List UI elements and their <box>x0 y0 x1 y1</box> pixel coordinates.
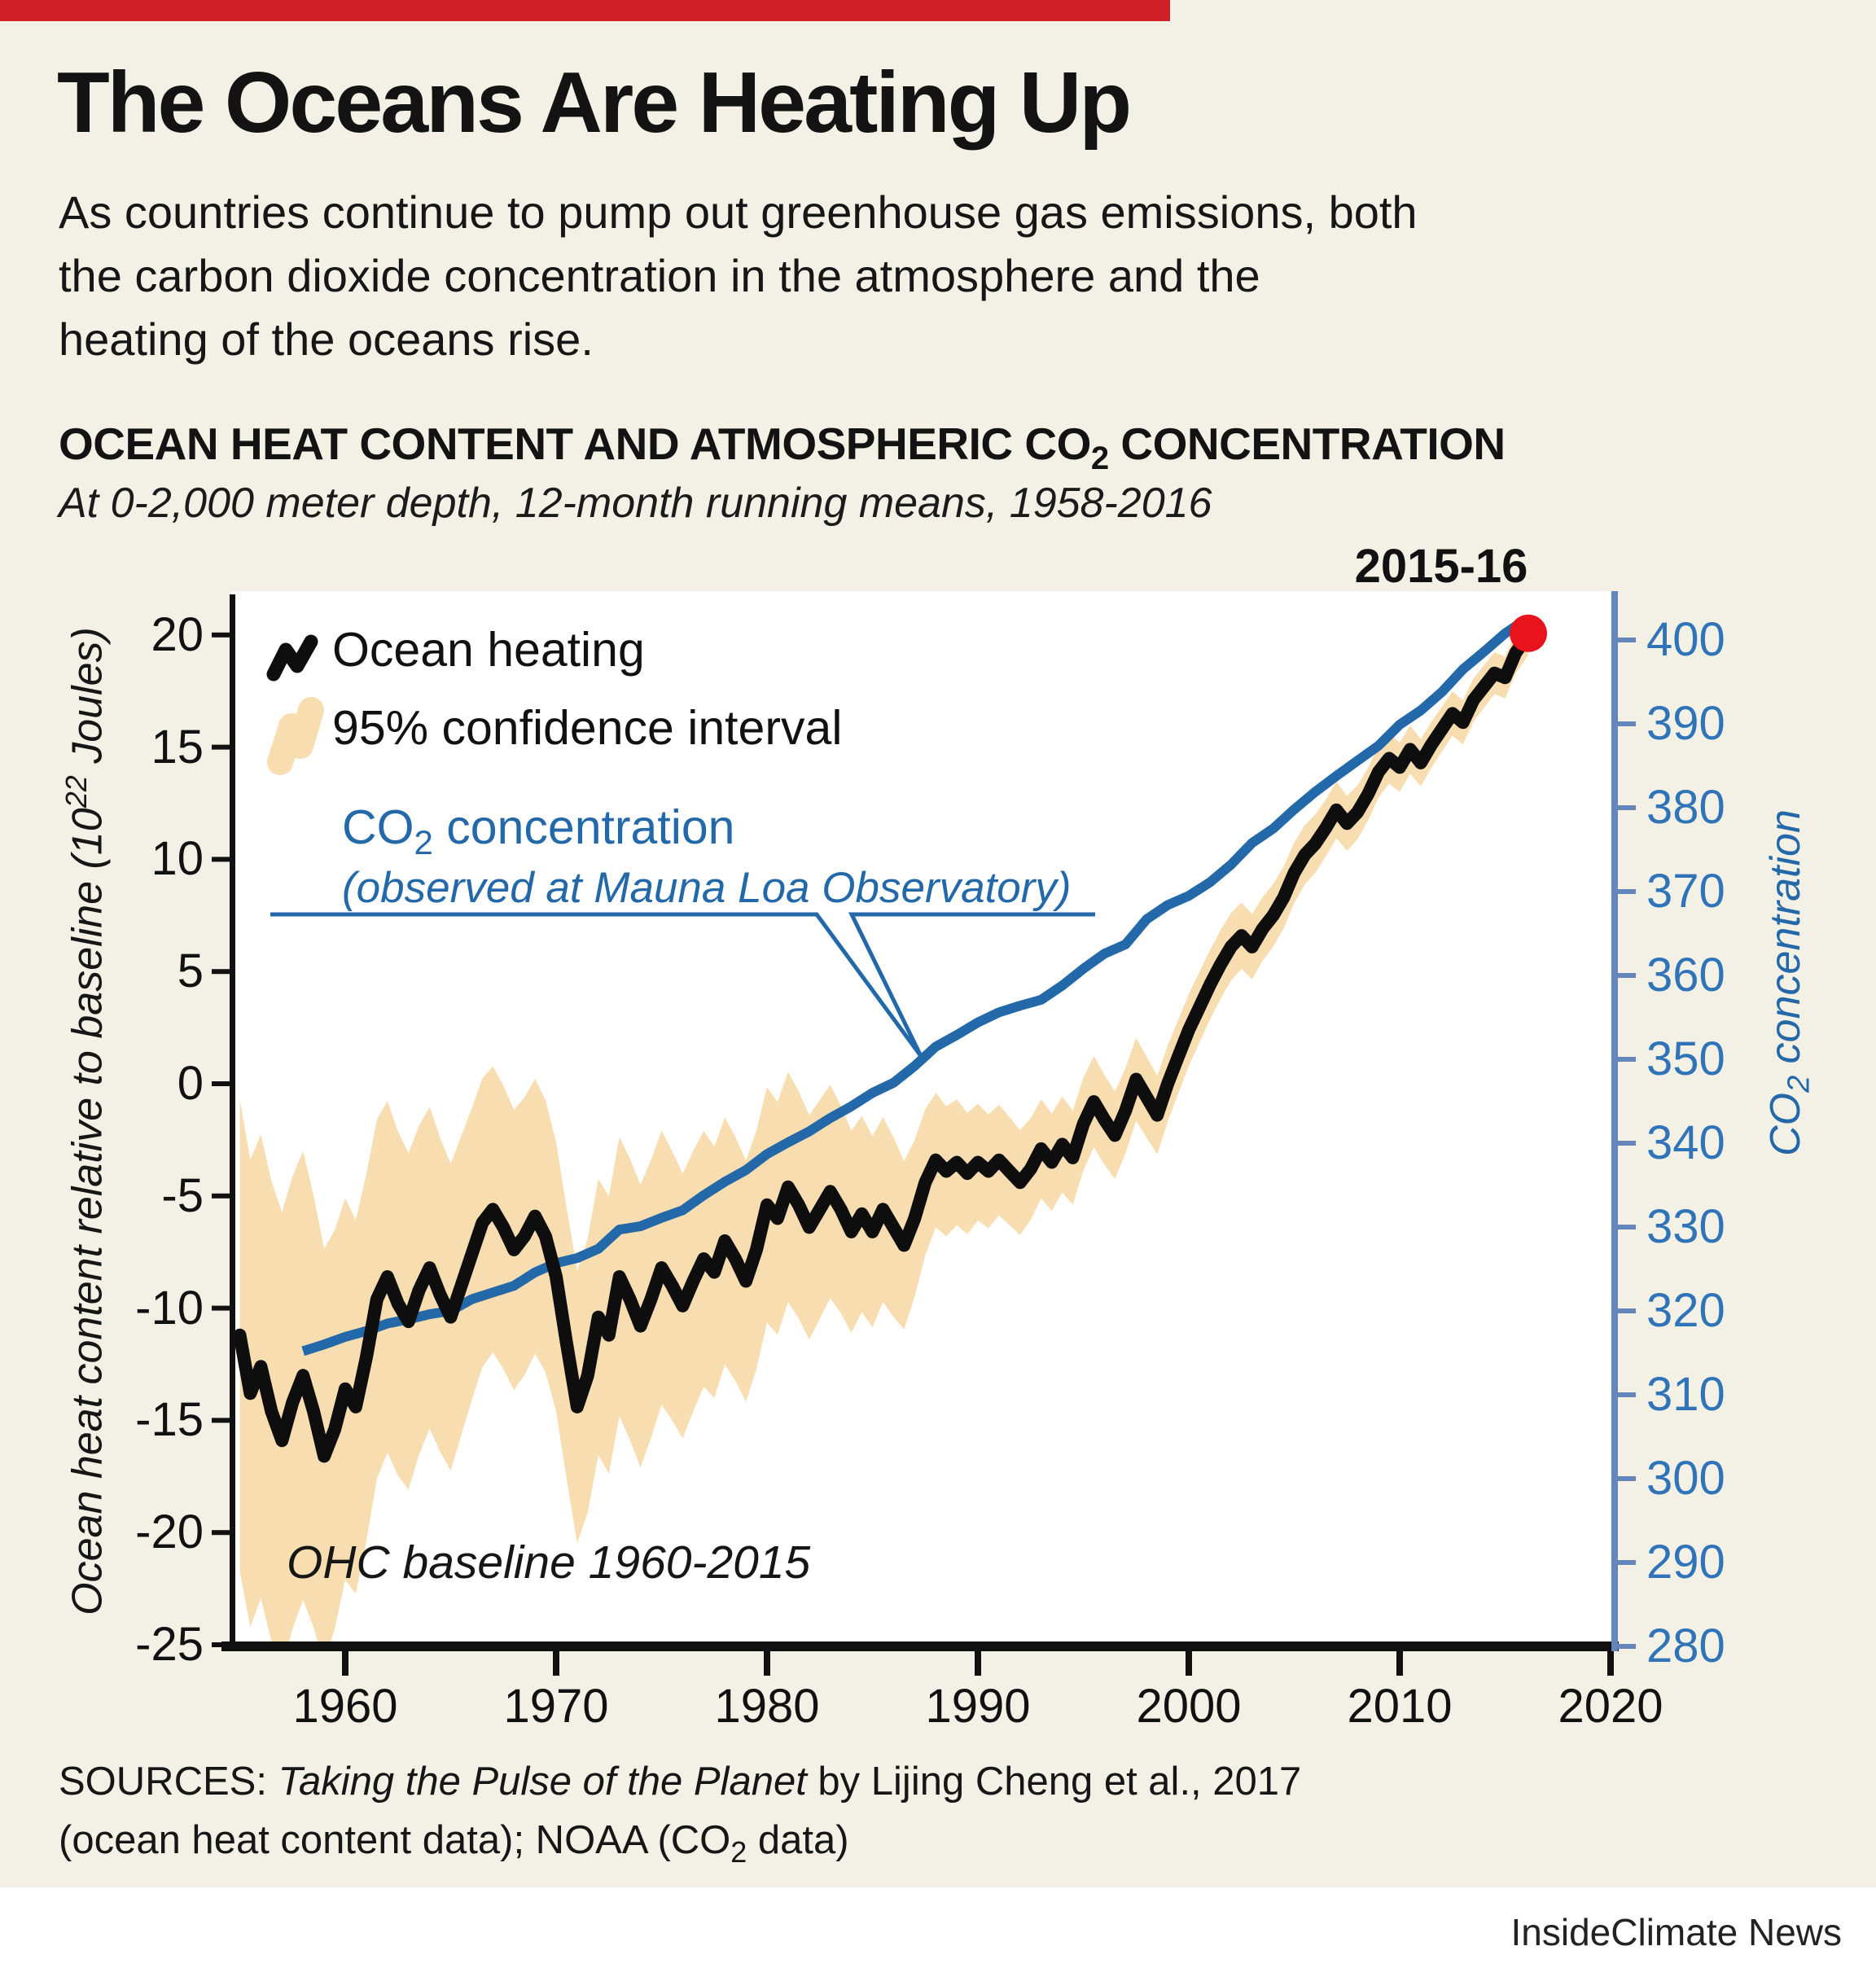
intro-line: heating of the oceans rise. <box>59 313 594 365</box>
content-panel: The Oceans Are Heating Up As countries c… <box>0 21 1876 1887</box>
top-accent-bar <box>0 0 1170 21</box>
intro-line: As countries continue to pump out greenh… <box>59 186 1418 238</box>
chart-title: OCEAN HEAT CONTENT AND ATMOSPHERIC CO2 C… <box>59 419 1506 476</box>
page-title: The Oceans Are Heating Up <box>57 55 1132 151</box>
chart-subtitle: At 0-2,000 meter depth, 12-month running… <box>59 480 1212 527</box>
sources-line: SOURCES: Taking the Pulse of the Planet … <box>59 1760 1302 1804</box>
footer-bar: InsideClimate News <box>0 1887 1876 1968</box>
sources-note: SOURCES: Taking the Pulse of the Planet … <box>59 1752 1301 1882</box>
publisher-credit: InsideClimate News <box>1510 1911 1842 1953</box>
sources-line: (ocean heat content data); NOAA (CO2 dat… <box>59 1818 849 1869</box>
intro-line: the carbon dioxide concentration in the … <box>59 250 1260 301</box>
intro-paragraph: As countries continue to pump out greenh… <box>59 181 1418 371</box>
